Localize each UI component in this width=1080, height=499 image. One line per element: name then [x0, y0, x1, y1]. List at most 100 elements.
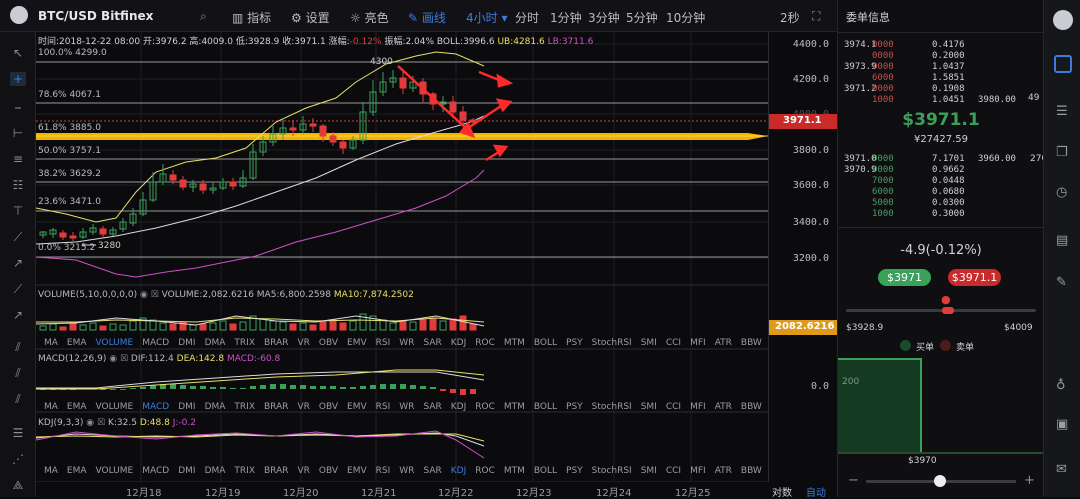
indicator-tab-cci[interactable]: CCI: [665, 338, 682, 348]
indicator-tab-smi[interactable]: SMI: [640, 402, 657, 412]
segment-icon[interactable]: ⟋: [13, 230, 23, 244]
interval-tab-1m[interactable]: 1分钟: [550, 11, 582, 25]
hline-icon[interactable]: ⎯: [14, 100, 21, 114]
indicator-tab-wr[interactable]: WR: [399, 402, 415, 412]
indicator-tab-volume[interactable]: VOLUME: [95, 338, 134, 348]
indicator-tab-obv[interactable]: OBV: [318, 338, 339, 348]
indicator-tab-trix[interactable]: TRIX: [234, 338, 255, 348]
indicator-tab-trix[interactable]: TRIX: [234, 402, 255, 412]
indicator-tab-smi[interactable]: SMI: [640, 338, 657, 348]
indicator-tab-kdj[interactable]: KDJ: [450, 466, 467, 476]
zoom-in-icon[interactable]: +: [1024, 473, 1035, 488]
indicator-tab-boll[interactable]: BOLL: [533, 338, 558, 348]
user-avatar[interactable]: [1053, 10, 1073, 30]
sell-price-button[interactable]: $3971.1: [948, 269, 1001, 286]
indicator-tab-mfi[interactable]: MFI: [690, 402, 706, 412]
fullscreen-icon[interactable]: ⛶: [812, 9, 821, 23]
pair-title[interactable]: BTC/USD Bitfinex: [38, 9, 154, 23]
indicator-tab-vr[interactable]: VR: [297, 338, 310, 348]
indicator-tab-ema[interactable]: EMA: [66, 338, 87, 348]
hray-icon[interactable]: ⊢: [12, 126, 24, 140]
indicator-tab-volume[interactable]: VOLUME: [95, 402, 134, 412]
indicator-tab-ma[interactable]: MA: [44, 338, 58, 348]
indicator-tab-ema[interactable]: EMA: [66, 402, 87, 412]
indicator-tab-dmi[interactable]: DMI: [178, 466, 196, 476]
indicator-tab-bbw[interactable]: BBW: [740, 338, 762, 348]
indicator-tab-sar[interactable]: SAR: [423, 402, 442, 412]
indicator-tab-cci[interactable]: CCI: [665, 466, 682, 476]
interval-tab-fenshi[interactable]: 分时: [515, 11, 540, 25]
indicator-tab-ma[interactable]: MA: [44, 466, 58, 476]
edit-icon[interactable]: ✎: [1056, 275, 1067, 290]
zoom-slider-handle[interactable]: [934, 475, 946, 487]
speed-arc-icon[interactable]: ⟁: [12, 478, 24, 492]
indicator-tab-boll[interactable]: BOLL: [533, 402, 558, 412]
indicator-tab-kdj[interactable]: KDJ: [450, 402, 467, 412]
indicator-button[interactable]: ▥ 指标: [232, 11, 272, 25]
indicator-tab-brar[interactable]: BRAR: [264, 402, 289, 412]
price-axis[interactable]: 4400.0 4200.0 4000.0 3800.0 3600.0 3400.…: [768, 32, 838, 482]
indicator-tab-sar[interactable]: SAR: [423, 466, 442, 476]
indicator-tab-emv[interactable]: EMV: [347, 466, 367, 476]
indicator-tab-bbw[interactable]: BBW: [740, 466, 762, 476]
channel-icon[interactable]: ⫽: [15, 340, 21, 354]
indicator-tab-dmi[interactable]: DMI: [178, 402, 196, 412]
clock-icon[interactable]: ◷: [1056, 185, 1068, 200]
chart-icon[interactable]: [1054, 55, 1072, 73]
indicator-tab-dma[interactable]: DMA: [204, 466, 226, 476]
interval-tab-10m[interactable]: 10分钟: [666, 11, 706, 25]
indicator-tab-trix[interactable]: TRIX: [234, 466, 255, 476]
indicator-tab-wr[interactable]: WR: [399, 338, 415, 348]
indicator-tab-mfi[interactable]: MFI: [690, 338, 706, 348]
interval-tab-3m[interactable]: 3分钟: [588, 11, 620, 25]
log-scale-toggle[interactable]: 对数: [772, 488, 792, 499]
indicator-tab-roc[interactable]: ROC: [475, 338, 495, 348]
indicator-tab-macd[interactable]: MACD: [142, 466, 170, 476]
copy-icon[interactable]: ❐: [1056, 145, 1068, 160]
indicator-tab-emv[interactable]: EMV: [347, 402, 367, 412]
indicator-tab-cci[interactable]: CCI: [665, 402, 682, 412]
indicator-tab-bbw[interactable]: BBW: [740, 402, 762, 412]
indicator-tab-smi[interactable]: SMI: [640, 466, 657, 476]
indicator-tabs-3[interactable]: MA EMA VOLUME MACD DMI DMA TRIX BRAR VR OBV EMV RSI…: [44, 466, 771, 478]
indicator-tab-dmi[interactable]: DMI: [178, 338, 196, 348]
vline-icon[interactable]: ⊤: [12, 204, 24, 218]
ray-icon[interactable]: ↗: [12, 256, 24, 270]
indicator-tab-atr[interactable]: ATR: [714, 402, 732, 412]
indicator-tab-obv[interactable]: OBV: [318, 466, 339, 476]
indicator-tab-kdj[interactable]: KDJ: [450, 338, 467, 348]
indicator-tab-obv[interactable]: OBV: [318, 402, 339, 412]
indicator-tab-stochrsi[interactable]: StochRSI: [591, 338, 632, 348]
parallel-channel-icon[interactable]: ⫽: [15, 366, 21, 380]
indicator-tab-volume[interactable]: VOLUME: [95, 466, 134, 476]
fan-icon[interactable]: ⋰: [12, 452, 24, 466]
indicator-tab-rsi[interactable]: RSI: [375, 402, 391, 412]
interval-4h-tab[interactable]: 4小时 ▾: [466, 11, 508, 25]
indicator-tab-atr[interactable]: ATR: [714, 466, 732, 476]
draw-button[interactable]: ✎ 画线: [408, 11, 446, 25]
brightness-button[interactable]: ☼ 亮色: [350, 11, 389, 25]
buy-price-button[interactable]: $3971: [878, 269, 931, 286]
indicator-tab-ma[interactable]: MA: [44, 402, 58, 412]
indicator-tab-boll[interactable]: BOLL: [533, 466, 558, 476]
screen-icon[interactable]: ▣: [1056, 417, 1069, 432]
pitchfork-icon[interactable]: ⫽: [15, 392, 21, 406]
arrow-line-icon[interactable]: ↗: [12, 308, 24, 322]
indicator-tab-rsi[interactable]: RSI: [375, 338, 391, 348]
indicator-tab-psy[interactable]: PSY: [566, 402, 583, 412]
interval-tab-5m[interactable]: 5分钟: [626, 11, 658, 25]
indicator-tab-dma[interactable]: DMA: [204, 338, 226, 348]
indicator-tab-macd[interactable]: MACD: [142, 338, 170, 348]
indicator-tab-mfi[interactable]: MFI: [690, 466, 706, 476]
indicator-tab-rsi[interactable]: RSI: [375, 466, 391, 476]
list-icon[interactable]: ☰: [1056, 104, 1068, 119]
document-icon[interactable]: ▤: [1056, 233, 1069, 248]
indicator-tab-mtm[interactable]: MTM: [503, 338, 525, 348]
refresh-rate[interactable]: 2秒: [780, 11, 800, 25]
cursor-icon[interactable]: ↖: [12, 46, 24, 60]
indicator-tab-vr[interactable]: VR: [297, 402, 310, 412]
price-lines-icon[interactable]: ☷: [12, 178, 24, 192]
indicator-tab-vr[interactable]: VR: [297, 466, 310, 476]
parallel-lines-icon[interactable]: ≡: [12, 152, 24, 166]
indicator-tab-ema[interactable]: EMA: [66, 466, 87, 476]
